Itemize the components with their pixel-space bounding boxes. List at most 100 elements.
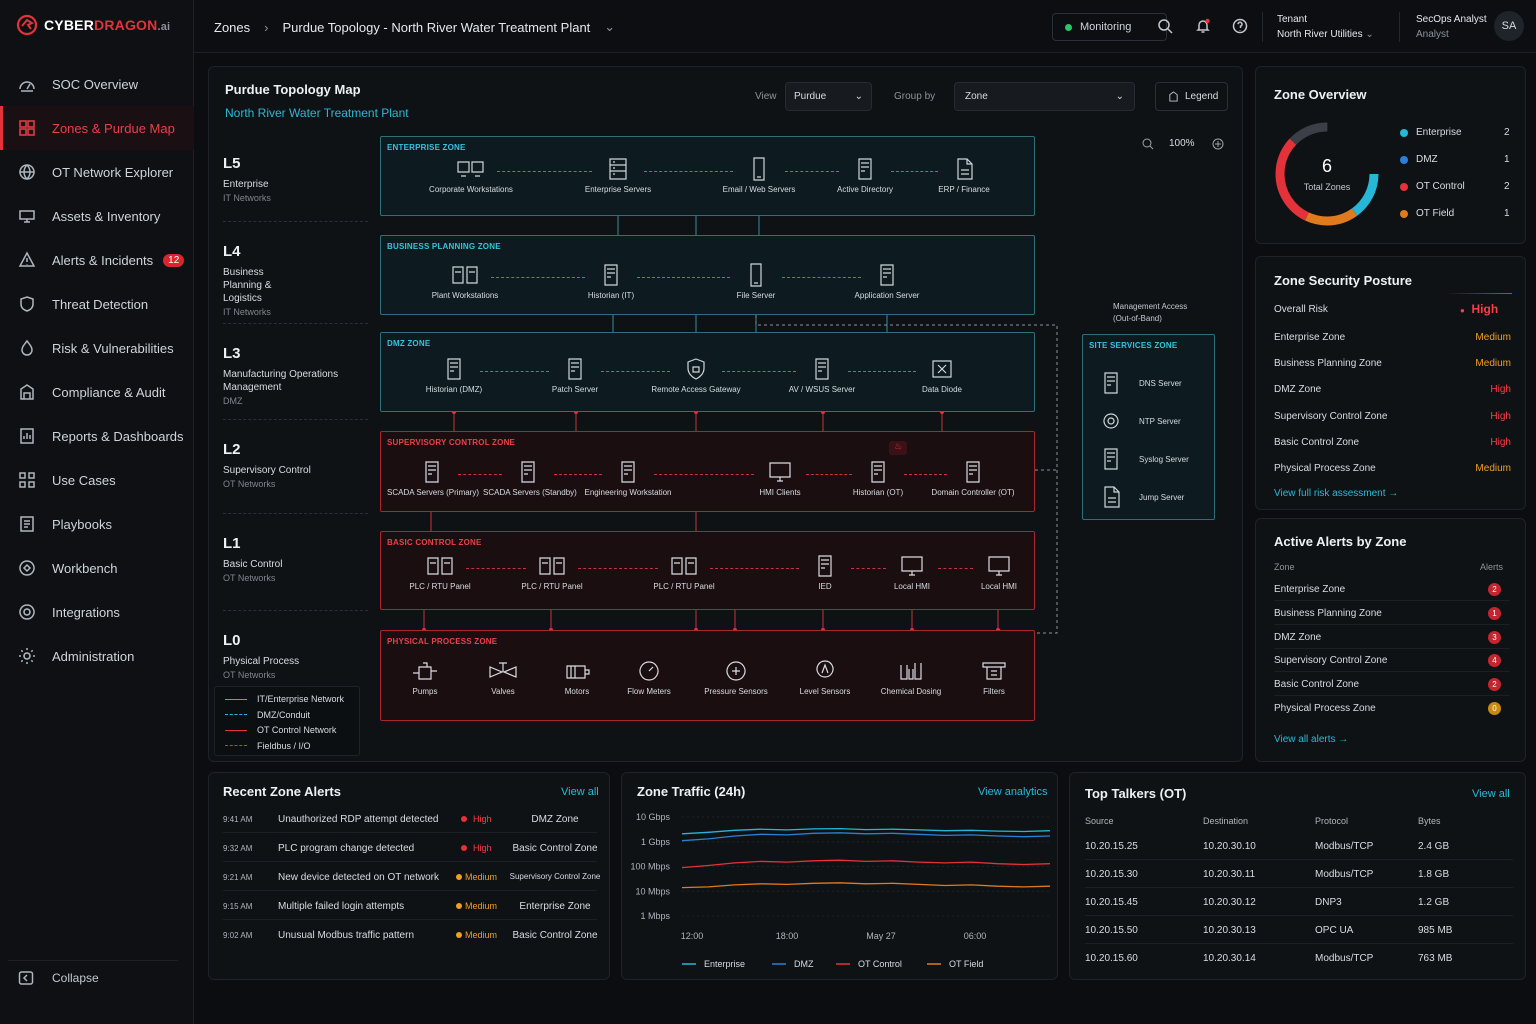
- talker-cell[interactable]: 10.20.30.10: [1203, 841, 1256, 852]
- node-data-diode[interactable]: Data Diode: [897, 357, 987, 394]
- node-email-web-servers[interactable]: Email / Web Servers: [714, 157, 804, 194]
- bell-icon[interactable]: [1195, 18, 1211, 34]
- avatar[interactable]: SA: [1494, 11, 1524, 41]
- site-node-dns-server[interactable]: DNS Server: [1095, 371, 1182, 395]
- site-node-ntp-server[interactable]: NTP Server: [1095, 409, 1181, 433]
- sidebar-item-reports-dashboards[interactable]: Reports & Dashboards: [0, 414, 194, 458]
- node-flow-meters[interactable]: Flow Meters: [604, 659, 694, 696]
- breadcrumb-current[interactable]: Purdue Topology - North River Water Trea…: [282, 19, 591, 35]
- node-engineering-workstation[interactable]: Engineering Workstation: [583, 460, 673, 497]
- sidebar-item-administration[interactable]: Administration: [0, 634, 194, 678]
- alert-message[interactable]: Unusual Modbus traffic pattern: [278, 930, 415, 941]
- node-active-directory[interactable]: Active Directory: [820, 157, 910, 194]
- sidebar-item-integrations[interactable]: Integrations: [0, 590, 194, 634]
- talker-cell[interactable]: 10.20.15.50: [1085, 925, 1138, 936]
- node-hmi-clients[interactable]: HMI Clients: [735, 460, 825, 497]
- purdue-level-l2[interactable]: L2 Supervisory Control OT Networks: [223, 441, 368, 489]
- alert-zone-name[interactable]: DMZ Zone: [1274, 631, 1322, 643]
- purdue-level-l1[interactable]: L1 Basic Control OT Networks: [223, 535, 368, 583]
- node-local-hmi[interactable]: Local HMI: [954, 554, 1044, 591]
- node-enterprise-servers[interactable]: Enterprise Servers: [573, 157, 663, 194]
- search-icon[interactable]: [1157, 18, 1173, 34]
- node-scada-servers-standby-[interactable]: SCADA Servers (Standby): [483, 460, 577, 497]
- sidebar-item-risk-vulnerabilities[interactable]: Risk & Vulnerabilities: [0, 326, 194, 370]
- node-historian-dmz-[interactable]: Historian (DMZ): [409, 357, 499, 394]
- node-remote-access-gateway[interactable]: Remote Access Gateway: [651, 357, 741, 394]
- physical-process-zone[interactable]: PHYSICAL PROCESS ZONE Pumps Valves Motors Fl…: [380, 630, 1035, 721]
- business-planning-zone[interactable]: BUSINESS PLANNING ZONE Plant Workstations…: [380, 235, 1035, 315]
- talker-cell[interactable]: 10.20.15.25: [1085, 841, 1138, 852]
- node-plc-rtu-panel[interactable]: PLC / RTU Panel: [507, 554, 597, 591]
- dmz-zone[interactable]: DMZ ZONE Historian (DMZ) Patch Server Remot…: [380, 332, 1035, 412]
- user-menu[interactable]: SecOps Analyst Analyst: [1416, 12, 1487, 42]
- tenant-selector[interactable]: Tenant North River Utilities ⌄: [1277, 12, 1374, 42]
- node-pressure-sensors[interactable]: Pressure Sensors: [691, 659, 781, 696]
- node-level-sensors[interactable]: Level Sensors: [780, 659, 870, 696]
- alert-message[interactable]: Unauthorized RDP attempt detected: [278, 814, 439, 825]
- sidebar-item-workbench[interactable]: Workbench: [0, 546, 194, 590]
- collapse-button[interactable]: Collapse: [18, 970, 99, 986]
- enterprise-zone[interactable]: ENTERPRISE ZONE Corporate Workstations Ent…: [380, 136, 1035, 216]
- node-corporate-workstations[interactable]: Corporate Workstations: [426, 157, 516, 194]
- talker-cell[interactable]: 10.20.15.30: [1085, 869, 1138, 880]
- view-select[interactable]: Purdue ⌄: [785, 82, 872, 111]
- sidebar-item-assets-inventory[interactable]: Assets & Inventory: [0, 194, 194, 238]
- basic-control-zone[interactable]: BASIC CONTROL ZONE PLC / RTU Panel PLC / R…: [380, 531, 1035, 610]
- alert-zone-name[interactable]: Supervisory Control Zone: [1274, 655, 1388, 667]
- purdue-level-l4[interactable]: L4 Business Planning & Logistics IT Networ…: [223, 243, 368, 317]
- sidebar-item-soc-overview[interactable]: SOC Overview: [0, 62, 194, 106]
- legend-button[interactable]: Legend: [1155, 82, 1228, 111]
- sidebar-item-compliance-audit[interactable]: Compliance & Audit: [0, 370, 194, 414]
- recent-view-all-link[interactable]: View all: [561, 786, 599, 798]
- breadcrumb-zones[interactable]: Zones: [214, 19, 251, 35]
- sidebar-item-alerts-incidents[interactable]: Alerts & Incidents 12: [0, 238, 194, 282]
- node-scada-servers-primary-[interactable]: SCADA Servers (Primary): [387, 460, 479, 497]
- sidebar-item-threat-detection[interactable]: Threat Detection: [0, 282, 194, 326]
- alert-zone-name[interactable]: Basic Control Zone: [1274, 679, 1360, 691]
- view-risk-assessment-link[interactable]: View full risk assessment →: [1274, 488, 1399, 499]
- view-all-alerts-link[interactable]: View all alerts →: [1274, 734, 1349, 745]
- node-valves[interactable]: Valves: [458, 659, 548, 696]
- alert-zone-name[interactable]: Physical Process Zone: [1274, 703, 1376, 714]
- node-motors[interactable]: Motors: [532, 659, 622, 696]
- talkers-view-all-link[interactable]: View all: [1472, 788, 1510, 800]
- alert-zone-name[interactable]: Business Planning Zone: [1274, 607, 1382, 619]
- sidebar-item-ot-network-explorer[interactable]: OT Network Explorer: [0, 150, 194, 194]
- node-av-wsus-server[interactable]: AV / WSUS Server: [777, 357, 867, 394]
- purdue-level-l3[interactable]: L3 Manufacturing Operations Management DMZ: [223, 345, 368, 406]
- node-application-server[interactable]: Application Server: [842, 263, 932, 300]
- node-domain-controller-ot-[interactable]: Domain Controller (OT): [928, 460, 1018, 497]
- talker-cell[interactable]: 10.20.30.12: [1203, 897, 1256, 908]
- site-services-zone[interactable]: SITE SERVICES ZONE DNS Server NTP Server Sy…: [1082, 334, 1215, 520]
- node-patch-server[interactable]: Patch Server: [530, 357, 620, 394]
- supervisory-control-zone[interactable]: SUPERVISORY CONTROL ZONE ♨ SCADA Servers …: [380, 431, 1035, 512]
- alert-message[interactable]: New device detected on OT network: [278, 872, 440, 883]
- node-pumps[interactable]: Pumps: [380, 659, 470, 696]
- sidebar-item-zones-purdue-map[interactable]: Zones & Purdue Map: [0, 106, 194, 150]
- sidebar-item-use-cases[interactable]: Use Cases: [0, 458, 194, 502]
- purdue-level-l0[interactable]: L0 Physical Process OT Networks: [223, 632, 368, 680]
- zoom-in-icon[interactable]: [1212, 138, 1224, 150]
- node-chemical-dosing[interactable]: Chemical Dosing: [866, 659, 956, 696]
- site-node-jump-server[interactable]: Jump Server: [1095, 485, 1184, 509]
- alert-message[interactable]: PLC program change detected: [278, 843, 415, 854]
- alert-zone-name[interactable]: Enterprise Zone: [1274, 584, 1346, 595]
- node-ied[interactable]: IED: [780, 554, 870, 591]
- help-icon[interactable]: [1232, 18, 1248, 34]
- node-local-hmi[interactable]: Local HMI: [867, 554, 957, 591]
- purdue-level-l5[interactable]: L5 Enterprise IT Networks: [223, 155, 368, 203]
- node-plant-workstations[interactable]: Plant Workstations: [420, 263, 510, 300]
- talker-cell[interactable]: 10.20.15.45: [1085, 897, 1138, 908]
- talker-cell[interactable]: 10.20.30.11: [1203, 869, 1256, 880]
- site-node-syslog-server[interactable]: Syslog Server: [1095, 447, 1189, 471]
- zoom-out-icon[interactable]: [1142, 138, 1154, 150]
- group-by-select[interactable]: Zone ⌄: [954, 82, 1135, 111]
- view-analytics-link[interactable]: View analytics: [978, 786, 1048, 798]
- node-plc-rtu-panel[interactable]: PLC / RTU Panel: [395, 554, 485, 591]
- node-historian-ot-[interactable]: Historian (OT): [833, 460, 923, 497]
- alert-message[interactable]: Multiple failed login attempts: [278, 901, 405, 912]
- chevron-down-icon[interactable]: ⌄: [604, 19, 616, 34]
- sidebar-item-playbooks[interactable]: Playbooks: [0, 502, 194, 546]
- node-file-server[interactable]: File Server: [711, 263, 801, 300]
- alert-flame-icon[interactable]: ♨: [889, 441, 907, 455]
